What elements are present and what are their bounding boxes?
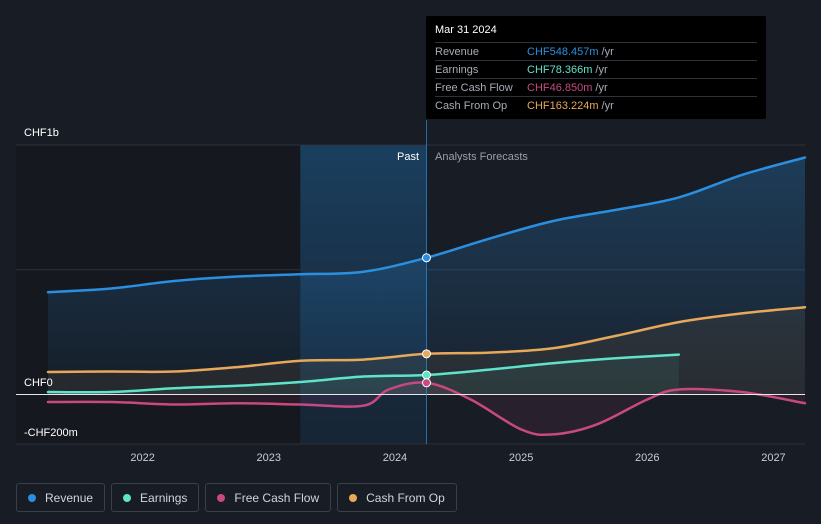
marker-earnings <box>422 370 431 380</box>
tooltip-unit: /yr <box>601 45 614 58</box>
tooltip-label: Earnings <box>435 63 479 76</box>
tooltip-row-free-cash-flow: Free Cash Flow CHF46.850m /yr <box>435 78 757 96</box>
legend-label: Earnings <box>140 490 188 505</box>
y-axis-label: CHF0 <box>24 377 53 389</box>
legend-item-cash-from-op[interactable]: Cash From Op <box>337 483 457 512</box>
series-area-free-cash-flow <box>48 382 805 435</box>
legend-item-free-cash-flow[interactable]: Free Cash Flow <box>205 483 332 512</box>
x-tick-label: 2027 <box>761 452 785 464</box>
marker-cash-from-op <box>422 349 431 359</box>
series-area-earnings <box>48 354 679 395</box>
past-label: Past <box>397 151 419 163</box>
tooltip-value: CHF163.224m <box>527 99 599 112</box>
tooltip-unit: /yr <box>601 99 614 112</box>
tooltip-row-cash-from-op: Cash From Op CHF163.224m /yr <box>435 96 757 114</box>
y-axis-label: CHF1b <box>24 127 59 139</box>
legend-label: Free Cash Flow <box>234 490 320 505</box>
tooltip-label: Revenue <box>435 45 480 58</box>
legend-item-earnings[interactable]: Earnings <box>111 483 200 512</box>
tooltip-row-revenue: Revenue CHF548.457m /yr <box>435 42 757 60</box>
x-tick-label: 2022 <box>130 452 154 464</box>
tooltip-row-earnings: Earnings CHF78.366m /yr <box>435 60 757 78</box>
x-tick-label: 2023 <box>257 452 281 464</box>
series-line-revenue <box>46 156 807 294</box>
tooltip-value: CHF46.850m <box>527 81 593 94</box>
legend-item-revenue[interactable]: Revenue <box>16 483 106 512</box>
tooltip-label: Cash From Op <box>435 99 508 112</box>
x-tick-label: 2024 <box>383 452 407 464</box>
tooltip-unit: /yr <box>595 63 608 76</box>
x-tick-label: 2026 <box>635 452 659 464</box>
marker-revenue <box>422 253 431 263</box>
legend-label: Cash From Op <box>366 490 445 505</box>
tooltip: Mar 31 2024 Revenue CHF548.457m /yr Earn… <box>426 16 766 119</box>
marker-free-cash-flow <box>422 378 431 388</box>
legend-dot-icon <box>217 493 226 502</box>
legend-dot-icon <box>123 493 132 502</box>
series-line-earnings <box>46 353 681 394</box>
y-axis-label: -CHF200m <box>24 427 78 439</box>
x-tick-label: 2025 <box>509 452 533 464</box>
tooltip-unit: /yr <box>595 81 608 94</box>
tooltip-value: CHF78.366m <box>527 63 593 76</box>
legend-dot-icon <box>28 493 36 502</box>
series-area-cash-from-op <box>48 307 805 395</box>
series-line-free-cash-flow <box>46 381 807 437</box>
tooltip-date: Mar 31 2024 <box>435 24 497 36</box>
legend: Revenue Earnings Free Cash Flow Cash Fro… <box>16 483 457 512</box>
forecast-label: Analysts Forecasts <box>435 151 528 163</box>
legend-dot-icon <box>349 493 358 502</box>
tooltip-value: CHF548.457m <box>527 45 599 58</box>
legend-label: Revenue <box>45 490 94 505</box>
tooltip-label: Free Cash Flow <box>435 81 513 94</box>
